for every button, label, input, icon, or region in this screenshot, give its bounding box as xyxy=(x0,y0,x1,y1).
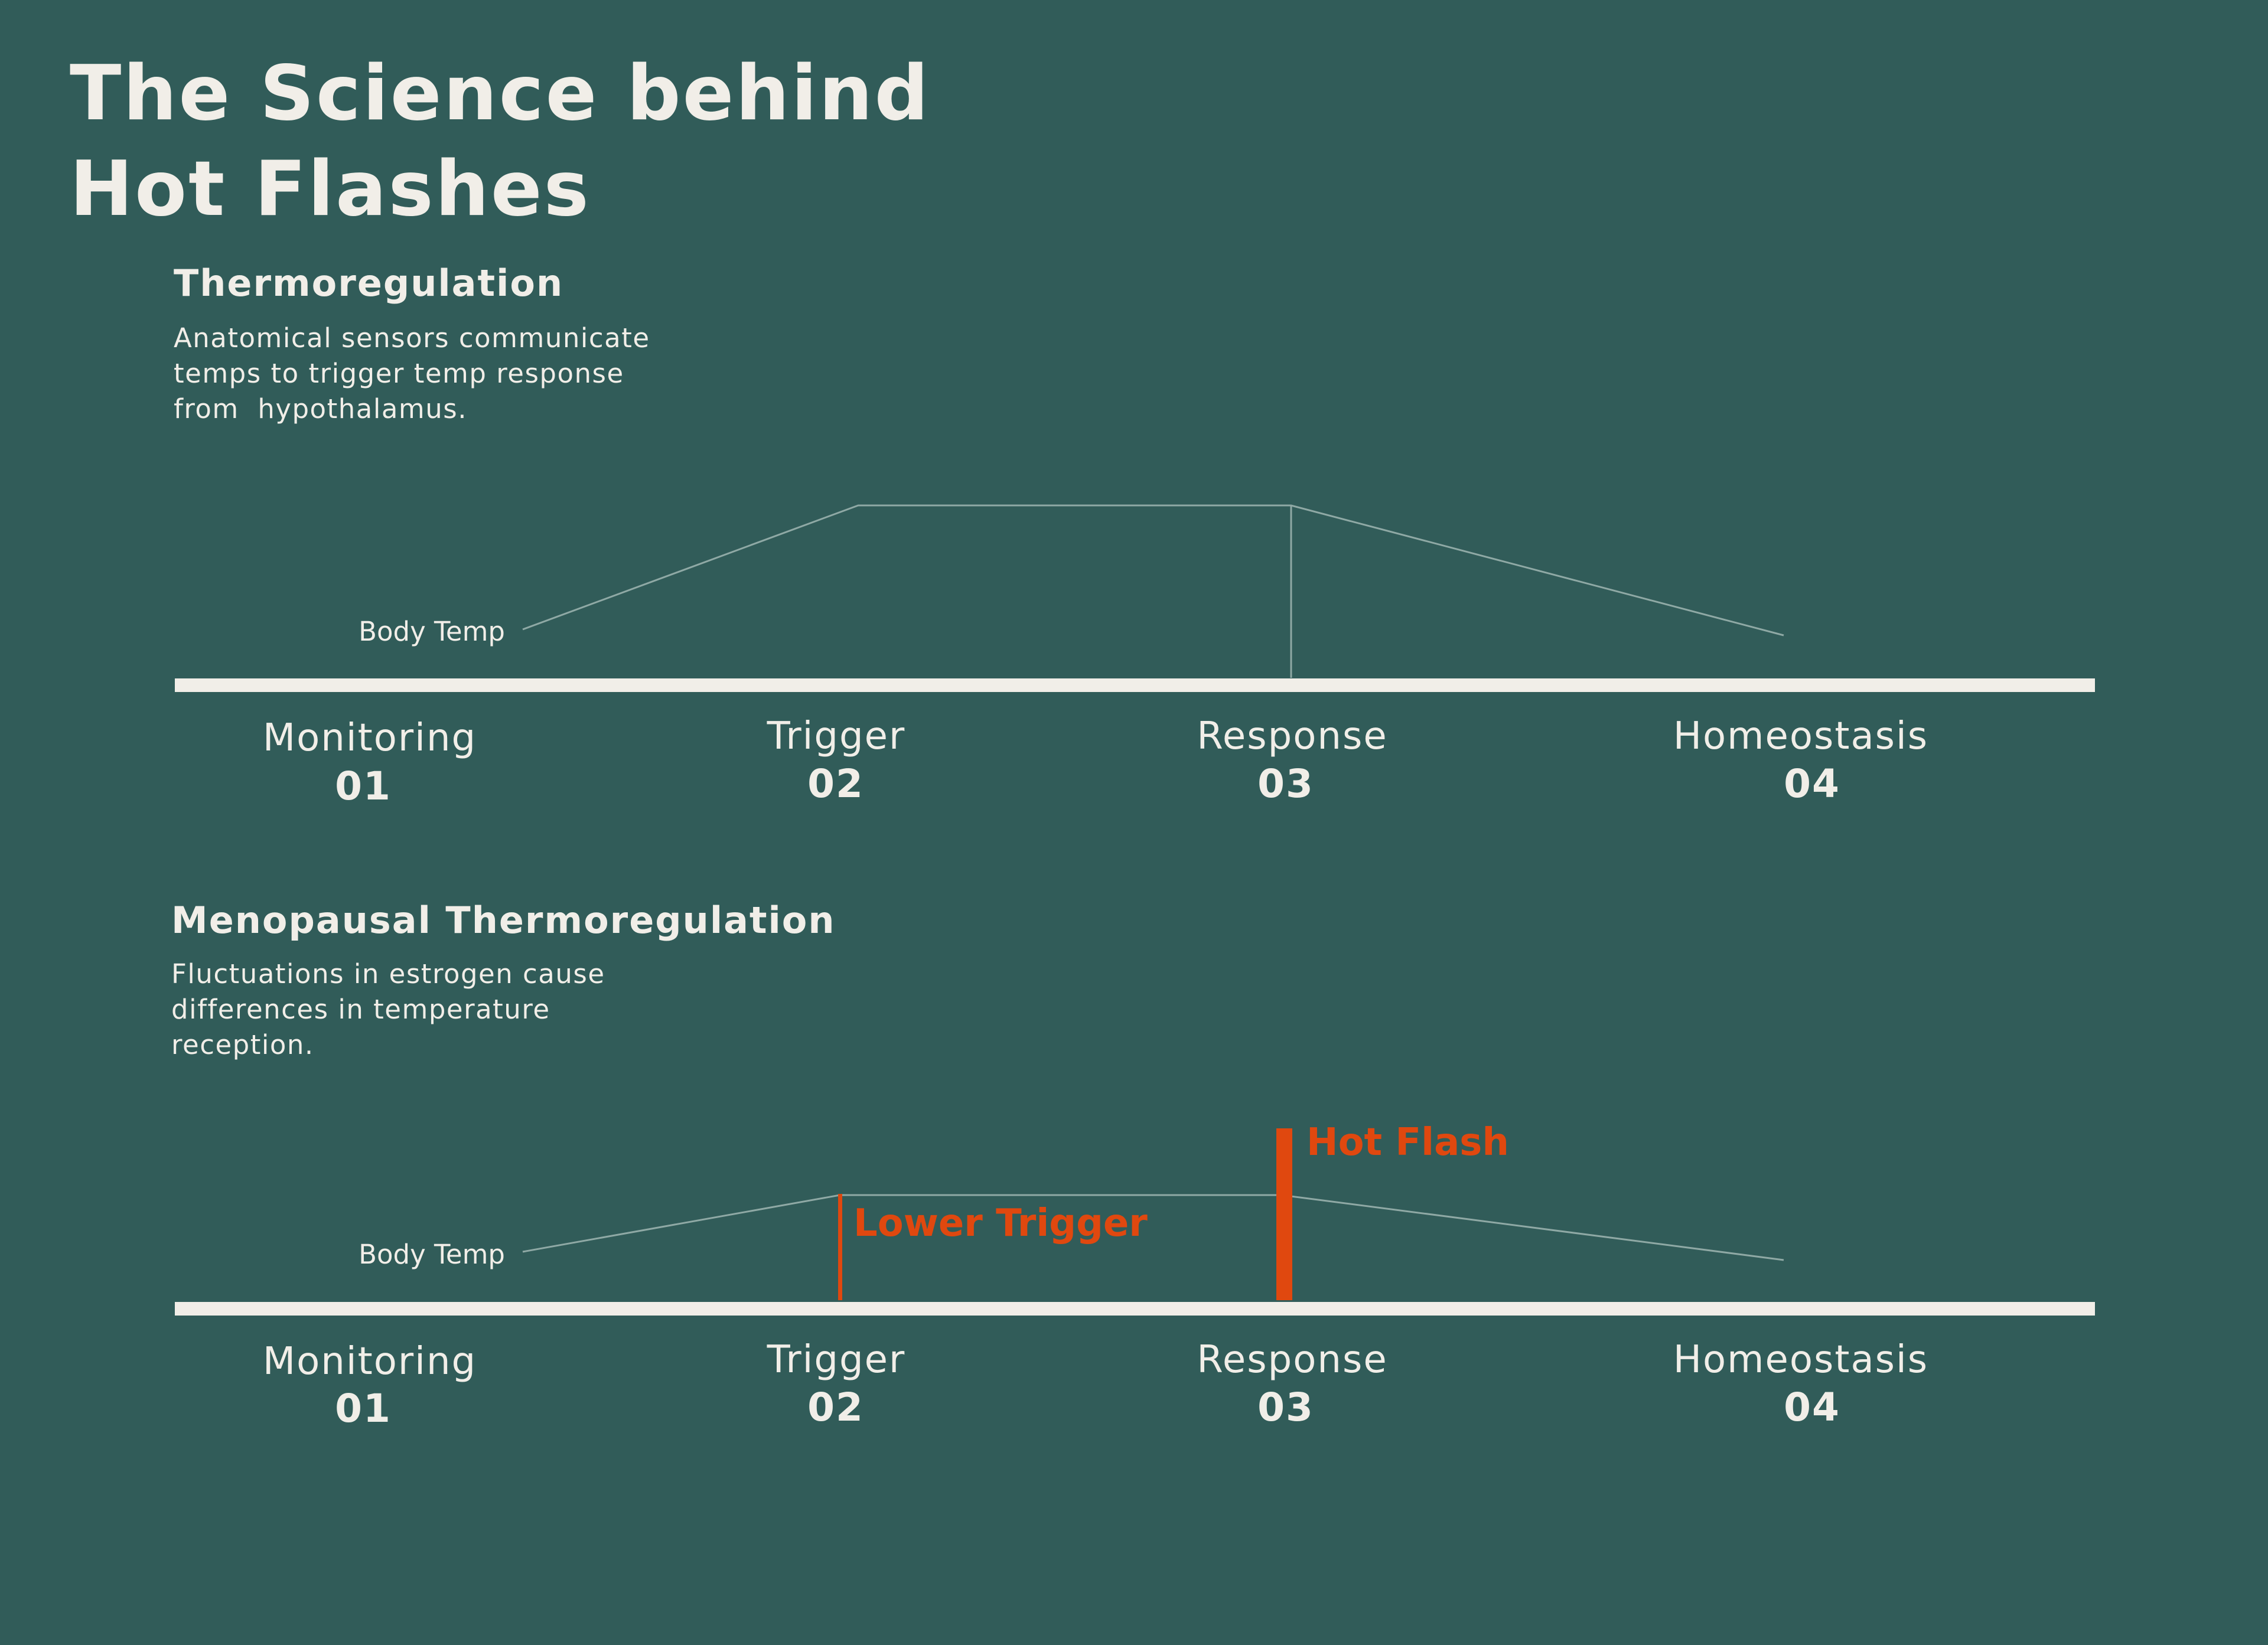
normal-body-temp-label: Body Temp xyxy=(359,616,505,647)
normal-stage-monitoring-label: Monitoring xyxy=(262,716,477,760)
menopausal-stage-monitoring-number: 01 xyxy=(335,1386,392,1431)
menopausal-stage-trigger-label: Trigger xyxy=(767,1338,906,1382)
normal-stage-homeostasis-label: Homeostasis xyxy=(1673,714,1929,758)
lower-trigger-label: Lower Trigger xyxy=(853,1202,1148,1245)
menopausal-timeline-axis xyxy=(175,1302,2095,1316)
menopausal-stage-response-number: 03 xyxy=(1257,1385,1314,1430)
normal-description-line-3: from hypothalamus. xyxy=(174,393,468,425)
normal-section-heading: Thermoregulation xyxy=(174,262,564,305)
hot-flash-label: Hot Flash xyxy=(1306,1121,1509,1164)
lower-trigger-bar xyxy=(838,1194,842,1300)
normal-stage-response-number: 03 xyxy=(1257,761,1314,807)
menopausal-section-description: Fluctuations in estrogen cause differenc… xyxy=(171,957,679,1063)
page-title: The Science behind Hot Flashes xyxy=(70,46,930,237)
normal-stage-homeostasis-number: 04 xyxy=(1784,761,1840,807)
normal-section-description: Anatomical sensors communicate temps to … xyxy=(174,321,682,427)
menopausal-stage-homeostasis-label: Homeostasis xyxy=(1673,1338,1929,1382)
normal-stage-trigger-number: 02 xyxy=(807,761,864,807)
normal-description-line-2: temps to trigger temp response xyxy=(174,358,624,389)
menopausal-body-temp-label: Body Temp xyxy=(359,1239,505,1270)
menopausal-stage-response-label: Response xyxy=(1197,1338,1388,1382)
menopausal-body-temp-curve xyxy=(522,1194,1784,1261)
normal-stage-response-label: Response xyxy=(1197,714,1388,758)
hot-flash-bar xyxy=(1276,1128,1292,1300)
normal-description-line-1: Anatomical sensors communicate xyxy=(174,322,650,354)
normal-stage-monitoring-number: 01 xyxy=(335,763,392,809)
normal-timeline-axis xyxy=(175,678,2095,692)
menopausal-stage-monitoring-label: Monitoring xyxy=(262,1340,477,1383)
page-title-line-2: Hot Flashes xyxy=(70,145,591,233)
page-title-line-1: The Science behind xyxy=(70,50,931,138)
menopausal-stage-trigger-number: 02 xyxy=(807,1385,864,1430)
menopausal-stage-homeostasis-number: 04 xyxy=(1784,1385,1840,1430)
menopausal-description-line-2: differences in temperature xyxy=(171,994,550,1025)
menopausal-description-line-3: reception. xyxy=(171,1029,314,1060)
menopausal-section-heading: Menopausal Thermoregulation xyxy=(171,899,836,942)
normal-stage-trigger-label: Trigger xyxy=(767,714,906,758)
menopausal-description-line-1: Fluctuations in estrogen cause xyxy=(171,958,605,990)
normal-body-temp-curve xyxy=(522,504,1784,637)
